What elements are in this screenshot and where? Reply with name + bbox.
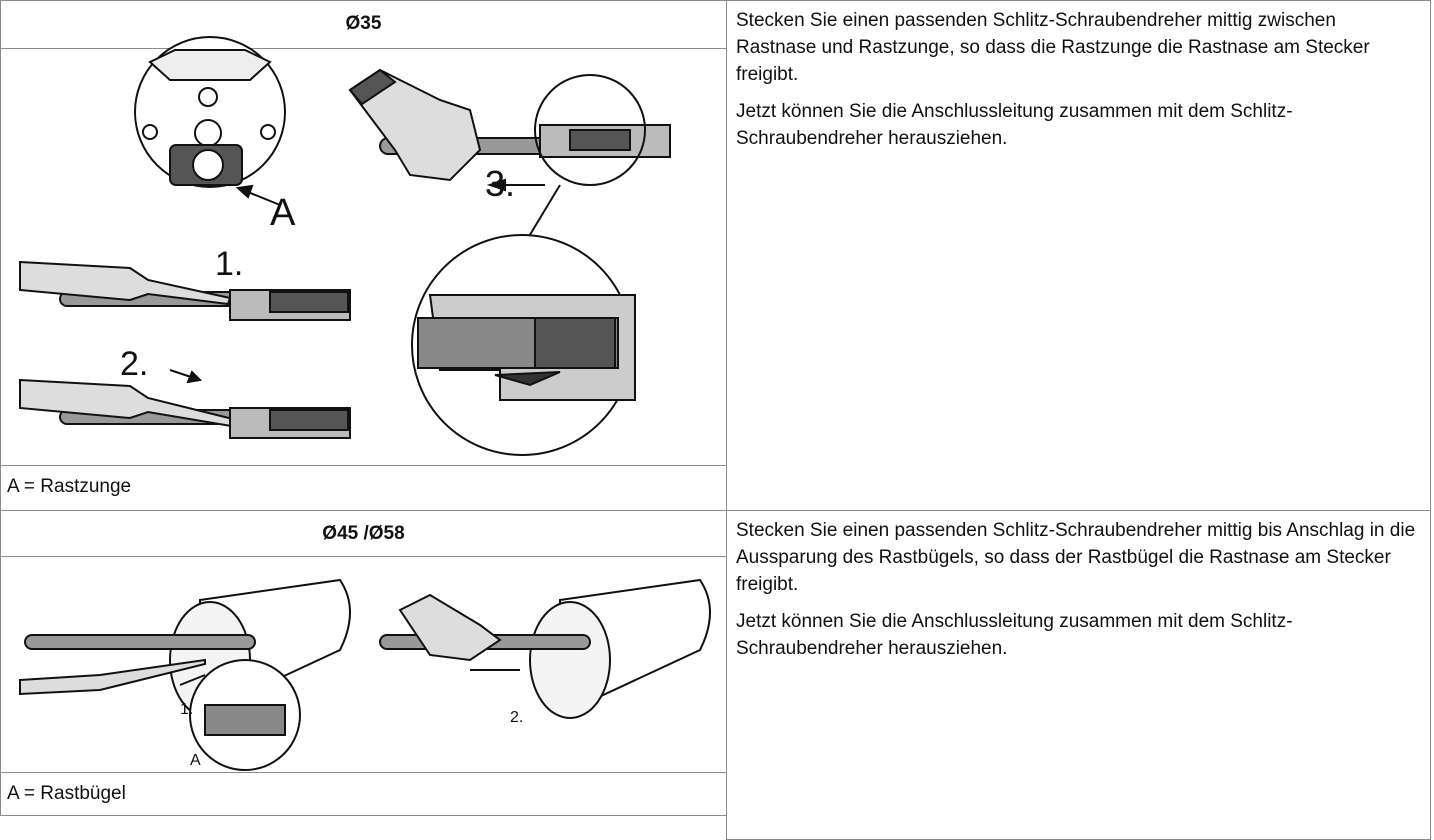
figure-label: A bbox=[190, 752, 201, 769]
figure-label: 1. bbox=[215, 245, 243, 283]
figure-label: A bbox=[270, 192, 296, 234]
figure-label: 2. bbox=[510, 709, 523, 726]
figure-label: 2. bbox=[120, 345, 148, 383]
paragraph: Jetzt können Sie die Anschlussleitung zu… bbox=[736, 101, 1293, 149]
instruction: Stecken Sie einen passenden Schlitz-Schr… bbox=[726, 510, 1431, 840]
paragraph: Stecken Sie einen passenden Schlitz-Schr… bbox=[736, 10, 1370, 85]
instruction: Stecken Sie einen passenden Schlitz-Schr… bbox=[726, 0, 1431, 511]
figure-label: 3. bbox=[485, 163, 515, 204]
paragraph: Stecken Sie einen passenden Schlitz-Schr… bbox=[736, 520, 1416, 595]
paragraph: Jetzt können Sie die Anschlussleitung zu… bbox=[736, 611, 1293, 659]
figure-label: 1. bbox=[180, 701, 193, 718]
